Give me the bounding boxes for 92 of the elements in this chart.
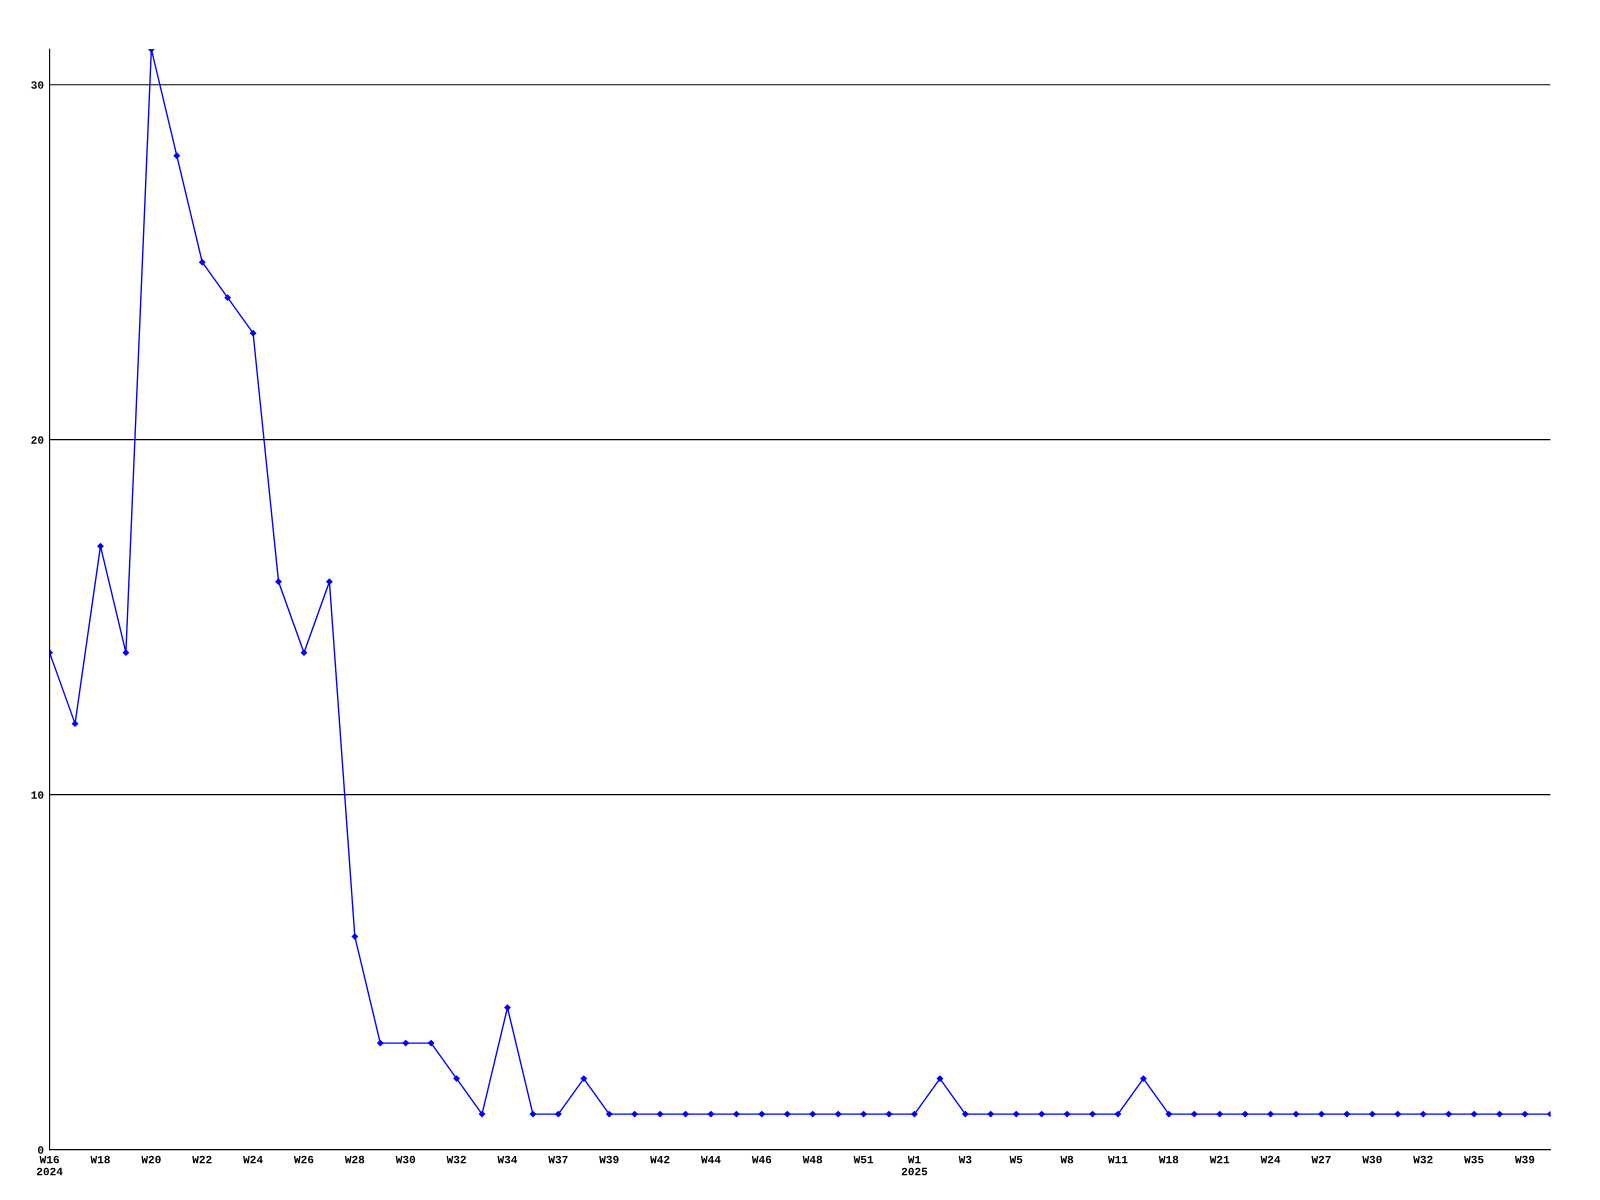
x-tick-label: W35 (1464, 1155, 1484, 1164)
x-tick-label: W26 (293, 1155, 314, 1164)
point (377, 1039, 384, 1047)
point (885, 1110, 893, 1118)
x-tick-label: W5 (1009, 1155, 1023, 1164)
x-tick-label: W8 (1060, 1155, 1074, 1164)
point (1013, 1110, 1020, 1118)
x-tick-label: W1 2025 (901, 1155, 928, 1176)
point (1369, 1110, 1376, 1118)
point (936, 1075, 944, 1082)
point (809, 1110, 816, 1118)
point (1420, 1110, 1427, 1118)
x-tick-label: W28 (344, 1155, 365, 1164)
point (504, 1004, 511, 1011)
point (1292, 1110, 1300, 1118)
point (987, 1110, 994, 1118)
point (682, 1110, 689, 1118)
x-tick-label: W11 (1107, 1155, 1128, 1164)
point (962, 1110, 969, 1118)
x-tick-label: W32 (446, 1155, 466, 1164)
point (1343, 1110, 1351, 1118)
x-tick-label: W39 (599, 1155, 619, 1164)
point (1521, 1110, 1529, 1118)
point (631, 1110, 638, 1118)
x-tick-label: W3 (958, 1155, 972, 1164)
point (707, 1110, 715, 1118)
point (199, 259, 206, 266)
line-series (49, 49, 1551, 1118)
x-tick-label: W44 (700, 1155, 721, 1164)
y-tick-label: 20 (31, 436, 44, 444)
point (529, 1110, 537, 1118)
x-tick-label: W20 (141, 1155, 161, 1164)
point (1140, 1075, 1147, 1082)
point (1496, 1110, 1503, 1118)
point (478, 1110, 486, 1118)
x-tick-label: W32 (1413, 1155, 1433, 1164)
x-tick-label: W18 (90, 1155, 110, 1164)
point (71, 720, 79, 727)
point (1165, 1110, 1172, 1118)
x-tick-label: W27 (1311, 1155, 1331, 1164)
point (1191, 1110, 1198, 1118)
point (860, 1110, 867, 1118)
point (1114, 1110, 1122, 1118)
point (1470, 1110, 1478, 1118)
x-tick-label: W24 (243, 1155, 263, 1164)
point (402, 1039, 409, 1047)
y-tick-label: 0 (38, 1146, 44, 1154)
point (173, 152, 180, 159)
x-tick-label: W16 2024 (36, 1155, 63, 1176)
point (224, 294, 231, 301)
y-tick-label: 10 (31, 791, 44, 799)
point (428, 1039, 435, 1047)
point (835, 1110, 842, 1118)
point (1063, 1110, 1071, 1118)
point (580, 1075, 587, 1082)
point (275, 578, 282, 585)
point (249, 330, 257, 337)
x-tick-label: W46 (751, 1155, 772, 1164)
point (1089, 1110, 1096, 1118)
x-tick-label: W34 (497, 1155, 518, 1164)
point (1445, 1110, 1452, 1118)
x-tick-label: W24 (1260, 1155, 1281, 1164)
x-tick-label: W51 (853, 1155, 874, 1164)
point (733, 1110, 740, 1118)
x-tick-label: W30 (1362, 1155, 1382, 1164)
point (1394, 1110, 1401, 1118)
x-tick-label: W18 (1158, 1155, 1179, 1164)
point (911, 1110, 918, 1118)
point (97, 543, 104, 550)
point (758, 1110, 765, 1118)
point (453, 1075, 460, 1082)
point (784, 1110, 791, 1118)
x-tick-label: W39 (1514, 1155, 1535, 1164)
x-tick-label: W21 (1209, 1155, 1230, 1164)
point (656, 1110, 664, 1118)
point (1242, 1110, 1249, 1118)
point (122, 649, 130, 656)
x-tick-label: W48 (802, 1155, 823, 1164)
point (1318, 1110, 1325, 1118)
x-tick-label: W37 (548, 1155, 568, 1164)
y-tick-label: 30 (31, 81, 44, 89)
point (1267, 1110, 1274, 1118)
point (1216, 1110, 1223, 1118)
x-tick-label: W30 (395, 1155, 416, 1164)
point (326, 578, 333, 585)
x-tick-label: W42 (650, 1155, 670, 1164)
point (1038, 1110, 1045, 1118)
point (351, 933, 358, 940)
x-tick-label: W22 (192, 1155, 212, 1164)
point (555, 1110, 562, 1118)
point (300, 649, 308, 656)
point (606, 1110, 613, 1118)
